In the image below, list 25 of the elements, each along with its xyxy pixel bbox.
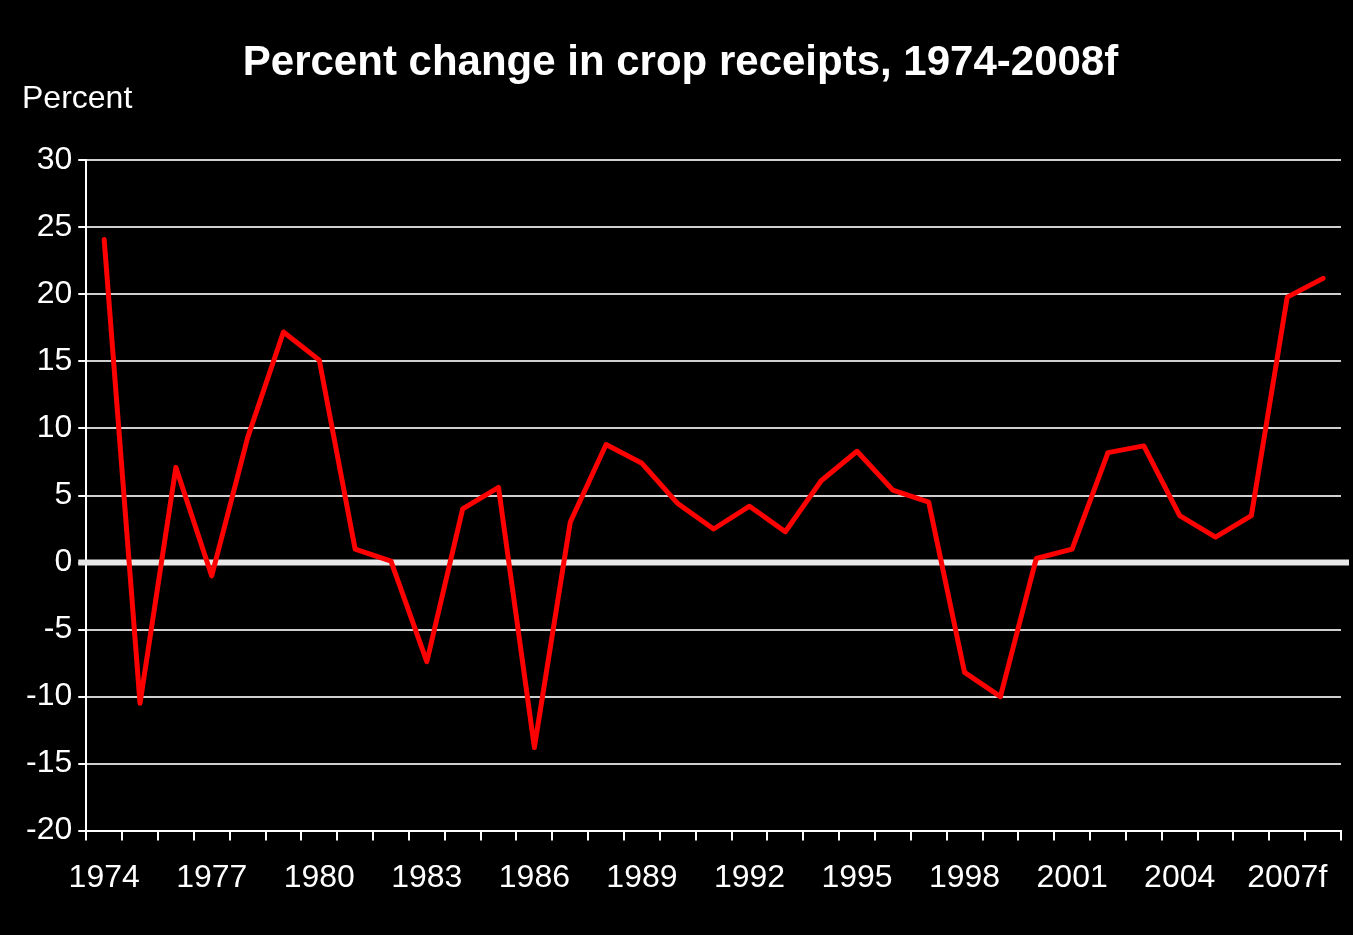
x-tick-label: 1980 [283, 857, 355, 894]
y-tick-label: -10 [26, 676, 73, 713]
y-tick-label: -5 [43, 609, 73, 646]
x-tick-label: 2004 [1144, 857, 1216, 894]
x-tick-label: 1995 [821, 857, 893, 894]
y-tick-label: 25 [36, 207, 73, 244]
x-tick-label: 2001 [1036, 857, 1108, 894]
x-tick-label: 1998 [928, 857, 1001, 894]
y-tick-label: 20 [36, 274, 73, 311]
x-tick-label: 1983 [391, 857, 463, 894]
y-tick-label: 10 [36, 408, 73, 445]
y-tick-label: 30 [36, 140, 73, 177]
x-tick-label: 1977 [176, 857, 248, 894]
y-tick-label: 15 [36, 341, 73, 378]
y-tick-label: -20 [26, 810, 73, 847]
x-tick-label: 1974 [68, 857, 140, 894]
y-tick-label: 0 [54, 542, 73, 579]
y-tick-label: -15 [26, 743, 73, 780]
x-tick-label: 1992 [713, 857, 786, 894]
y-axis-title: Percent [22, 79, 133, 115]
x-tick-label: 1989 [606, 857, 678, 894]
chart-title: Percent change in crop receipts, 1974-2008f [242, 36, 1120, 84]
x-tick-label: 2007f [1247, 857, 1328, 894]
x-tick-label: 1986 [498, 857, 570, 894]
y-tick-label: 5 [54, 475, 73, 512]
